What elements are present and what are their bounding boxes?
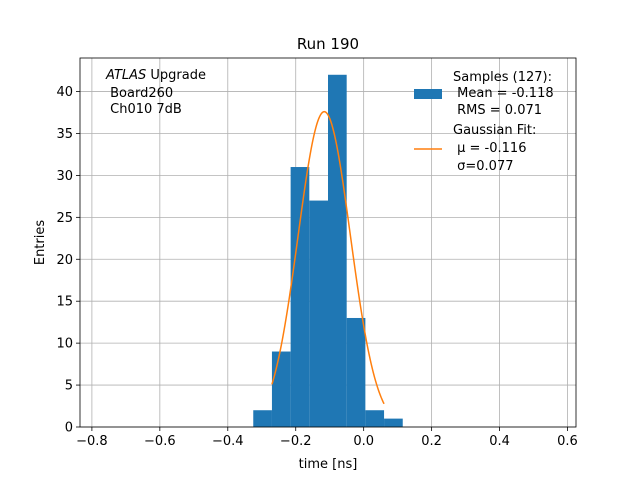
legend-fit-sigma: σ=0.077: [453, 159, 513, 174]
histogram-bar-7: [384, 418, 403, 427]
y-tick-label-0: 0: [65, 421, 73, 436]
gaussian-fit: [271, 110, 385, 405]
y-tick-label-5: 25: [56, 211, 73, 226]
annotation-channel: Ch010 7dB: [106, 102, 182, 117]
x-tick-label-6: 0.4: [489, 434, 510, 449]
x-tick-label-5: 0.2: [421, 434, 442, 449]
x-axis-label: time [ns]: [299, 457, 358, 472]
plot-frame: [79, 57, 577, 428]
fit-curve: [271, 110, 385, 405]
legend-fit-mu: μ = -0.116: [453, 141, 526, 156]
histogram-bar-1: [271, 351, 291, 427]
y-axis-ticks: 0 5 10 15 20 25 30 35 40: [56, 85, 80, 436]
legend-fit-title: Gaussian Fit:: [453, 123, 536, 138]
histogram-bar-3: [309, 200, 328, 427]
y-tick-label-1: 5: [65, 379, 73, 394]
histogram-bar-5: [346, 317, 366, 427]
legend-samples-rms: RMS = 0.071: [453, 103, 542, 118]
chart-title: Run 190: [297, 35, 359, 53]
histogram-bar-6: [365, 410, 385, 427]
annotation-line-1: ATLAS Upgrade: [105, 68, 206, 83]
histogram-bars: [253, 74, 403, 428]
annotation-atlas: ATLAS: [105, 68, 146, 83]
y-tick-label-2: 10: [56, 337, 73, 352]
x-tick-label-7: 0.6: [557, 434, 578, 449]
y-tick-label-7: 35: [56, 127, 73, 142]
y-tick-label-3: 15: [56, 295, 73, 310]
histogram-bar-2: [290, 167, 310, 428]
histogram-bar-4: [328, 74, 347, 427]
y-axis-label: Entries: [33, 220, 48, 266]
annotation-board: Board260: [106, 86, 173, 101]
x-tick-label-3: −0.2: [280, 434, 312, 449]
legend-samples-title: Samples (127):: [453, 70, 552, 85]
x-tick-label-2: −0.4: [212, 434, 244, 449]
annotation-upgrade: Upgrade: [146, 68, 206, 83]
histogram-bar-0: [253, 410, 272, 427]
legend-samples-mean: Mean = -0.118: [453, 86, 554, 101]
x-tick-label-4: 0.0: [353, 434, 374, 449]
y-tick-label-8: 40: [56, 85, 73, 100]
y-tick-label-6: 30: [56, 169, 73, 184]
y-tick-label-4: 20: [56, 253, 73, 268]
x-tick-label-0: −0.8: [76, 434, 108, 449]
x-axis-ticks: −0.8 −0.6 −0.4 −0.2 0.0 0.2 0.4 0.6: [76, 427, 578, 449]
legend-samples-swatch: [414, 89, 442, 99]
atlas-annotation: ATLAS Upgrade Board260 Ch010 7dB: [105, 68, 206, 117]
legend: Samples (127): Mean = -0.118 RMS = 0.071…: [414, 70, 554, 174]
x-tick-label-1: −0.6: [144, 434, 176, 449]
